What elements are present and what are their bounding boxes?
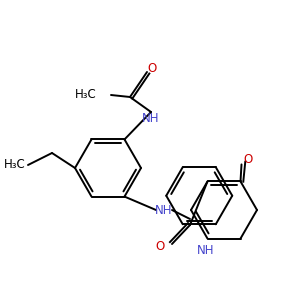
Text: H₃C: H₃C	[75, 88, 97, 101]
Text: H₃C: H₃C	[4, 158, 26, 172]
Text: NH: NH	[155, 203, 173, 217]
Text: O: O	[147, 61, 157, 74]
Text: NH: NH	[142, 112, 160, 124]
Text: NH: NH	[197, 244, 214, 257]
Text: O: O	[156, 241, 165, 254]
Text: O: O	[244, 153, 253, 166]
